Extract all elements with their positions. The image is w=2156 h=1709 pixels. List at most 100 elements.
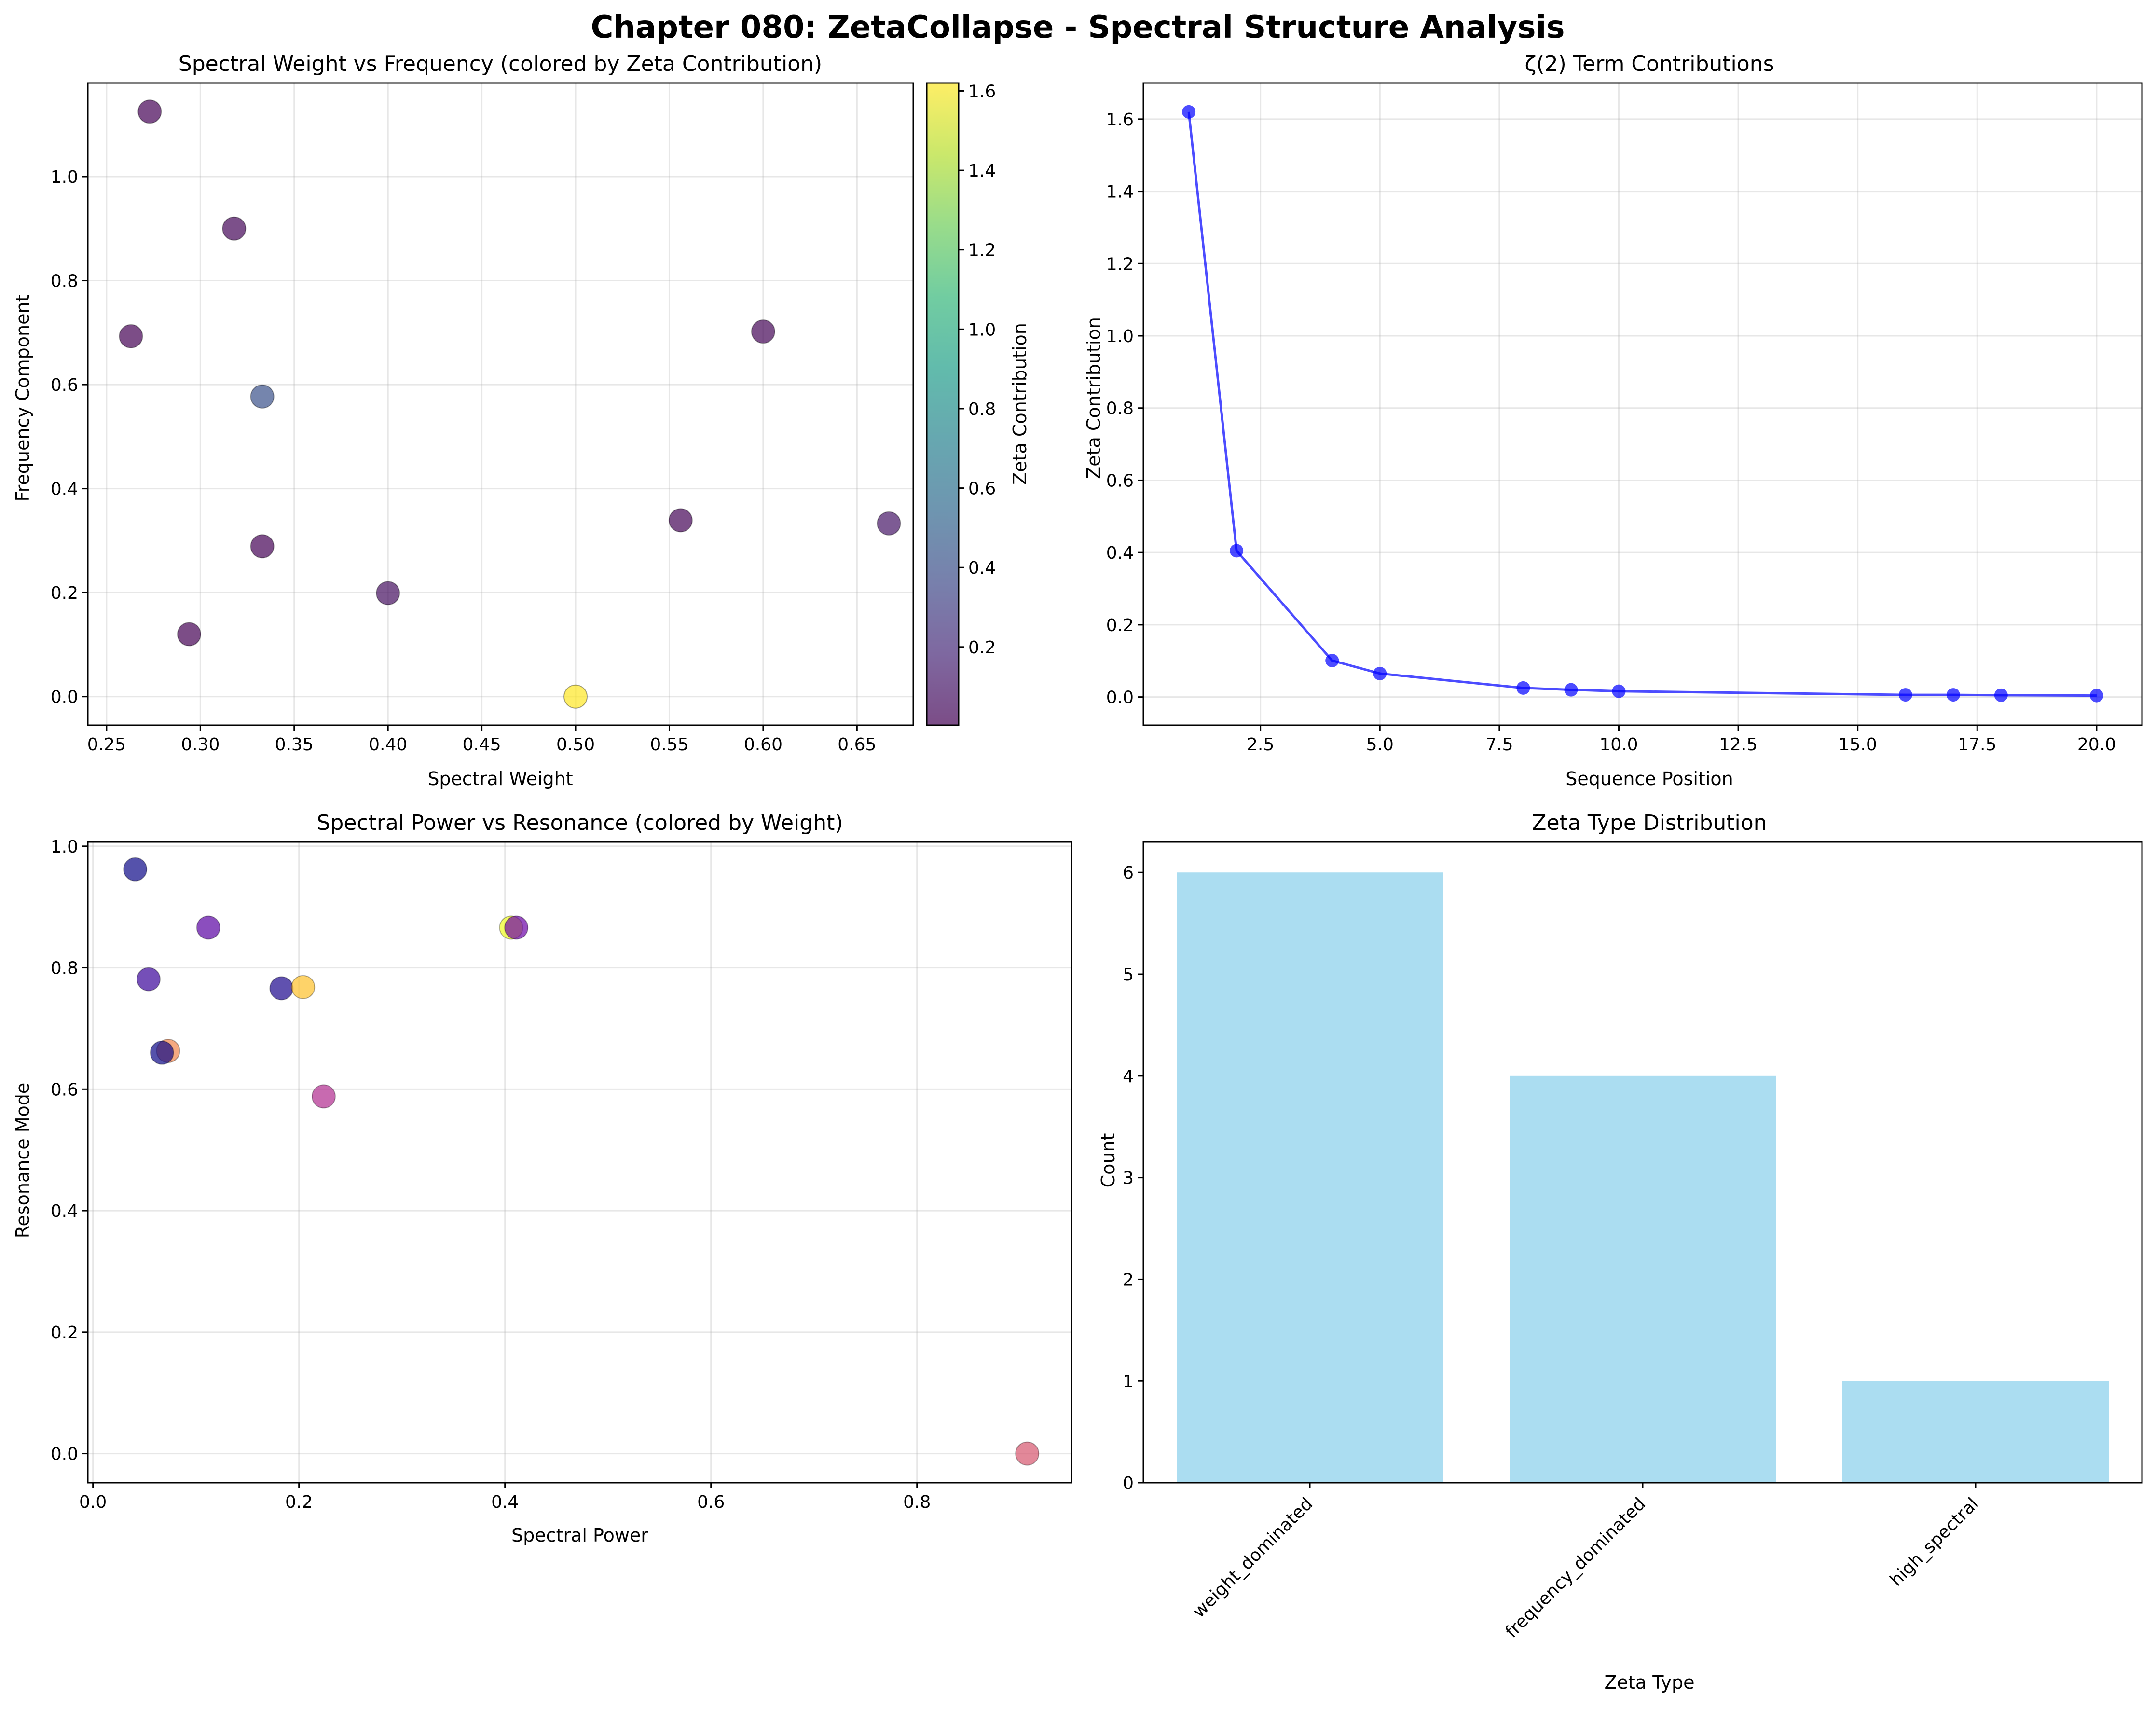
scatter-point: [123, 857, 148, 882]
y-tick-label: 0.8: [51, 272, 78, 291]
colorbar-tick-label: 1.4: [968, 161, 996, 181]
y-tick-label: 1.6: [1106, 110, 1134, 130]
y-axis-label: Frequency Component: [12, 294, 33, 501]
y-tick-label: 0.0: [51, 688, 78, 707]
y-tick-label: 4: [1123, 1067, 1134, 1087]
scatter-point: [668, 508, 693, 533]
x-tick-label: 0.30: [181, 735, 220, 755]
x-tick-label: 20.0: [2077, 735, 2116, 755]
x-tick-label: 5.0: [1366, 735, 1394, 755]
x-tick-label: 0.8: [903, 1492, 931, 1512]
scatter-point: [150, 1040, 174, 1065]
line-point: [1373, 666, 1387, 680]
line-point: [1516, 681, 1530, 695]
y-tick-label: 1.4: [1106, 182, 1134, 202]
x-tick-label: 7.5: [1485, 735, 1513, 755]
line-point: [1946, 688, 1960, 702]
y-tick-label: 5: [1123, 965, 1134, 985]
x-tick-label: 0.50: [556, 735, 595, 755]
series-line: [1187, 111, 2097, 697]
x-tick-label: 0.40: [369, 735, 407, 755]
y-tick-label: 0.2: [51, 583, 78, 603]
axes-frame: [1142, 82, 2143, 726]
x-tick-label: 0.25: [87, 735, 126, 755]
y-tick-label: 3: [1123, 1169, 1134, 1188]
y-tick-label: 1: [1123, 1372, 1134, 1392]
y-tick-label: 0.4: [51, 480, 78, 499]
y-tick-label: 0.8: [1106, 399, 1134, 419]
x-tick-label: 2.5: [1247, 735, 1274, 755]
axes-frame: [1142, 841, 2143, 1484]
y-tick-label: 0.6: [51, 1080, 78, 1100]
scatter-point: [751, 319, 775, 344]
line-point: [1230, 544, 1244, 558]
y-tick-label: 0.6: [51, 375, 78, 395]
y-tick-label: 0: [1123, 1474, 1134, 1493]
y-tick-label: 1.0: [1106, 327, 1134, 346]
panel-title: Spectral Weight vs Frequency (colored by…: [179, 52, 822, 76]
panel-weight-vs-frequency: Spectral Weight vs Frequency (colored by…: [12, 52, 914, 789]
colorbar-tick-label: 1.2: [968, 241, 996, 261]
line-point: [1994, 688, 2008, 702]
line-point: [1612, 684, 1626, 698]
x-tick-label: frequency_dominated: [1502, 1494, 1650, 1642]
x-tick-label: 0.45: [463, 735, 501, 755]
panel-power-vs-resonance: Spectral Power vs Resonance (colored by …: [12, 811, 1072, 1546]
x-tick-label: 0.2: [285, 1492, 313, 1512]
x-tick-label: 0.0: [79, 1492, 107, 1512]
x-axis-label: Sequence Position: [1566, 768, 1733, 789]
y-tick-label: 2: [1123, 1270, 1134, 1290]
y-tick-label: 0.2: [51, 1323, 78, 1343]
x-tick-label: 12.5: [1719, 735, 1758, 755]
colorbar: 0.2 0.4 0.6 0.8 1.0 1.2 1.4 1.6 Zeta Contributio…: [926, 82, 1030, 726]
line-point: [1325, 654, 1339, 668]
y-tick-label: 1.0: [51, 167, 78, 187]
y-tick-label: 0.0: [51, 1445, 78, 1464]
scatter-point: [119, 324, 143, 348]
panel-title: Zeta Type Distribution: [1532, 811, 1767, 835]
scatter-point: [504, 915, 529, 940]
y-tick-label: 0.2: [1106, 616, 1134, 635]
bar: [1510, 1075, 1776, 1483]
x-tick-label: 0.60: [744, 735, 783, 755]
y-tick-label: 6: [1123, 863, 1134, 883]
scatter-point: [1015, 1441, 1040, 1466]
scatter-point: [136, 967, 161, 992]
scatter-point: [269, 976, 294, 1001]
x-tick-label: 0.35: [275, 735, 314, 755]
line-point: [2089, 689, 2103, 703]
colorbar-tick-label: 1.6: [968, 82, 996, 101]
x-tick-label: 15.0: [1839, 735, 1877, 755]
scatter-point: [177, 622, 201, 647]
scatter-point: [250, 384, 275, 409]
scatter-point: [311, 1084, 336, 1109]
colorbar-tick-label: 0.8: [968, 400, 996, 419]
axes-frame: [87, 841, 1072, 1484]
figure-title: Chapter 080: ZetaCollapse - Spectral Str…: [591, 10, 1565, 45]
x-axis-label: Spectral Weight: [427, 768, 573, 789]
x-tick-label: weight_dominated: [1189, 1494, 1317, 1622]
colorbar-tick-label: 0.6: [968, 479, 996, 499]
scatter-point: [376, 581, 400, 606]
x-tick-label: 0.65: [838, 735, 876, 755]
x-tick-label: 0.4: [491, 1492, 519, 1512]
y-tick-label: 0.4: [51, 1201, 78, 1221]
scatter-point: [563, 684, 588, 709]
x-tick-label: 17.5: [1958, 735, 1996, 755]
y-tick-label: 0.0: [1106, 688, 1134, 708]
line-point: [1898, 688, 1912, 702]
x-tick-label: 0.55: [650, 735, 688, 755]
colorbar-frame: [926, 82, 960, 726]
colorbar-tick-label: 0.2: [968, 638, 996, 658]
scatter-point: [137, 99, 162, 124]
line-point: [1182, 105, 1196, 119]
panel-title: Spectral Power vs Resonance (colored by …: [316, 811, 843, 835]
y-tick-label: 1.0: [51, 837, 78, 857]
colorbar-tick-label: 0.4: [968, 558, 996, 578]
panel-title: ζ(2) Term Contributions: [1525, 52, 1774, 76]
bar: [1177, 872, 1443, 1483]
y-tick-label: 0.8: [51, 959, 78, 979]
x-tick-label: high_spectral: [1886, 1494, 1982, 1590]
y-axis-label: Resonance Mode: [12, 1083, 33, 1238]
